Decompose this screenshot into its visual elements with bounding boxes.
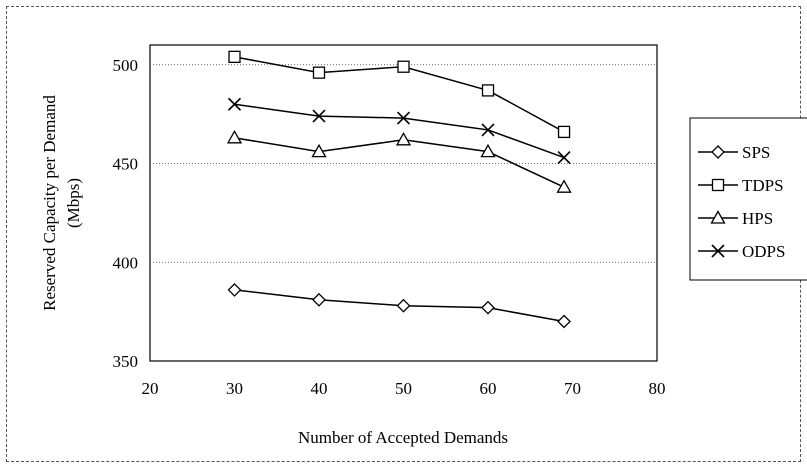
- data-point-odps: [396, 111, 411, 125]
- y-tick-labels: 350 400 450 500: [113, 56, 139, 371]
- data-point-tdps: [557, 125, 571, 139]
- x-tick-label: 80: [649, 379, 666, 398]
- plot-area: [149, 44, 658, 362]
- x-tick-label: 70: [564, 379, 581, 398]
- legend-box: [689, 117, 807, 281]
- legend-marker-tdps: [711, 178, 725, 192]
- data-point-odps: [227, 97, 242, 111]
- data-point-tdps: [312, 66, 326, 79]
- x-marker-stroke: [711, 244, 725, 258]
- gridlines: [150, 64, 657, 263]
- data-point-hps: [311, 143, 327, 158]
- legend-item-hps: HPS: [698, 209, 773, 228]
- legend-label-odps: ODPS: [742, 242, 785, 261]
- data-point-sps: [396, 298, 411, 313]
- legend-item-tdps: TDPS: [698, 176, 784, 195]
- y-axis-title: Reserved Capacity per Demand (Mbps): [40, 95, 83, 311]
- series-sps: [227, 282, 571, 329]
- legend-marker-hps: [710, 210, 726, 224]
- series-group: [226, 50, 572, 329]
- legend-item-odps: ODPS: [698, 242, 785, 261]
- data-point-hps: [395, 131, 412, 146]
- series-hps: [226, 130, 572, 193]
- x-marker-stroke: [557, 151, 571, 165]
- y-tick-label: 350: [113, 352, 139, 371]
- y-tick-label: 400: [113, 253, 139, 272]
- x-tick-label: 40: [311, 379, 328, 398]
- legend-label-sps: SPS: [742, 143, 770, 162]
- data-point-sps: [312, 292, 326, 307]
- x-tick-label: 20: [142, 379, 159, 398]
- series-odps: [227, 97, 571, 165]
- data-point-hps: [556, 179, 572, 193]
- data-point-odps: [481, 123, 495, 137]
- y-axis-title-line-2: (Mbps): [64, 178, 83, 228]
- data-point-sps: [557, 314, 571, 329]
- data-point-hps: [226, 130, 243, 144]
- legend-label-hps: HPS: [742, 209, 773, 228]
- legend-item-sps: SPS: [698, 143, 770, 162]
- x-marker-stroke: [312, 109, 326, 123]
- data-point-odps: [557, 151, 571, 165]
- legend-marker-odps: [711, 244, 725, 258]
- y-tick-label: 500: [113, 56, 139, 75]
- series-tdps: [228, 50, 571, 139]
- y-tick-label: 450: [113, 155, 139, 174]
- legend-marker-sps: [711, 145, 725, 159]
- data-point-tdps: [228, 50, 241, 63]
- x-marker-stroke: [396, 111, 411, 125]
- x-tick-labels: 20 30 40 50 60 70 80: [142, 379, 666, 398]
- x-marker-stroke: [227, 97, 242, 111]
- data-point-sps: [227, 282, 242, 297]
- x-tick-label: 60: [480, 379, 497, 398]
- data-point-hps: [480, 143, 496, 158]
- legend-label-tdps: TDPS: [742, 176, 784, 195]
- data-point-sps: [481, 300, 495, 315]
- legend: SPS TDPS HPS ODPS: [698, 143, 785, 261]
- data-point-tdps: [481, 84, 495, 97]
- x-axis-title: Number of Accepted Demands: [298, 428, 508, 447]
- x-marker-stroke: [481, 123, 495, 137]
- data-point-tdps: [397, 60, 410, 73]
- data-point-odps: [312, 109, 326, 123]
- x-tick-label: 30: [226, 379, 243, 398]
- x-tick-label: 50: [395, 379, 412, 398]
- y-axis-title-line-1: Reserved Capacity per Demand: [40, 95, 59, 311]
